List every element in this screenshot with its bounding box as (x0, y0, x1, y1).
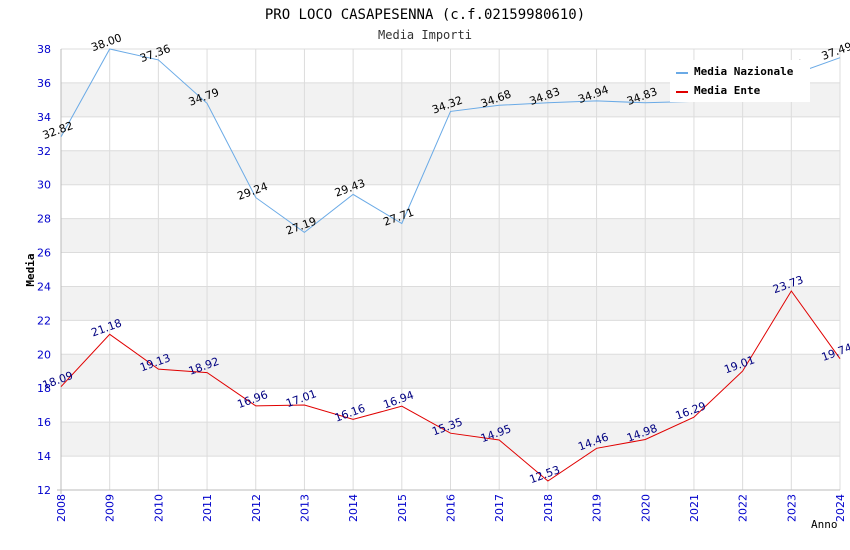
y-axis-ticks: 12 14 16 18 20 22 24 26 28 30 32 34 36 38 (37, 43, 51, 497)
x-tick-label: 2010 (152, 494, 165, 522)
data-label: 37.36 (138, 42, 172, 65)
y-tick-label: 18 (37, 382, 51, 395)
y-tick-label: 30 (37, 179, 51, 192)
y-tick-label: 14 (37, 450, 51, 463)
grid-lines (60, 48, 841, 491)
y-tick-label: 32 (37, 145, 51, 158)
x-axis-label: Anno (811, 518, 838, 531)
x-tick-label: 2016 (445, 494, 458, 522)
x-tick-label: 2020 (639, 494, 652, 522)
data-label: 16.16 (333, 402, 367, 425)
x-tick-label: 2009 (104, 494, 117, 522)
axes (57, 49, 840, 494)
data-label: 12.53 (528, 463, 562, 486)
x-tick-label: 2021 (688, 494, 701, 522)
y-tick-label: 34 (37, 111, 51, 124)
y-tick-label: 28 (37, 213, 51, 226)
x-tick-label: 2017 (493, 494, 506, 522)
legend-box (670, 60, 810, 102)
y-tick-label: 16 (37, 416, 51, 429)
x-tick-label: 2008 (55, 494, 68, 522)
x-axis-ticks: 2008 2009 2010 2011 2012 2013 2014 2015 2016 2017… (55, 494, 847, 522)
y-axis-label: Media (24, 253, 37, 286)
data-label: 16.96 (236, 388, 270, 411)
x-tick-label: 2023 (785, 494, 798, 522)
y-tick-label: 36 (37, 77, 51, 90)
legend-label-ente: Media Ente (694, 84, 761, 97)
y-tick-label: 38 (37, 43, 51, 56)
data-label: 16.94 (382, 388, 416, 411)
y-tick-label: 12 (37, 484, 51, 497)
legend: Media Nazionale Media Ente (670, 60, 810, 102)
x-tick-label: 2012 (250, 494, 263, 522)
x-tick-label: 2018 (542, 494, 555, 522)
x-tick-label: 2024 (834, 494, 847, 522)
legend-label-nazionale: Media Nazionale (694, 65, 794, 78)
y-tick-label: 26 (37, 247, 51, 260)
chart-subtitle: Media Importi (378, 28, 472, 42)
y-tick-label: 24 (37, 280, 51, 293)
x-tick-label: 2019 (591, 494, 604, 522)
x-tick-label: 2011 (201, 494, 214, 522)
series-line-ente (60, 290, 841, 482)
data-label: 17.01 (284, 387, 318, 410)
y-tick-label: 22 (37, 314, 51, 327)
x-tick-label: 2013 (298, 494, 311, 522)
x-tick-label: 2015 (396, 494, 409, 522)
y-tick-label: 20 (37, 348, 51, 361)
x-tick-label: 2022 (737, 494, 750, 522)
x-tick-label: 2014 (347, 494, 360, 522)
chart-title: PRO LOCO CASAPESENNA (c.f.02159980610) (265, 7, 585, 23)
